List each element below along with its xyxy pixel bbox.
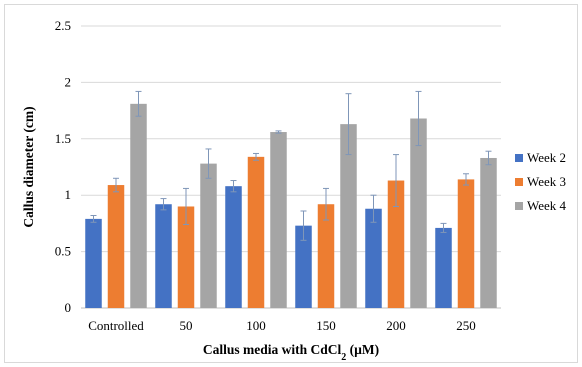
bar-week-3 [457,179,475,308]
y-tick-label: 1.5 [55,131,71,146]
legend-label: Week 4 [527,198,567,213]
error-bar [323,187,329,221]
y-axis-title: Callus diameter (cm) [21,106,36,227]
y-tick-label: 0 [65,300,72,315]
error-bar [370,194,377,223]
x-tick-label: 150 [316,318,336,333]
legend-label: Week 2 [527,150,566,165]
bar-week-3 [177,206,195,308]
error-bar [393,154,399,207]
x-tick-label: 100 [246,318,266,333]
error-bar [345,93,352,156]
x-tick-label: 50 [180,318,193,333]
bar-week-2 [85,218,102,308]
bar-week-3 [107,185,125,308]
error-bar [253,152,259,161]
error-bars [90,90,492,241]
x-tick-label: 250 [456,318,476,333]
x-tick-label: 200 [386,318,406,333]
error-bar [113,177,119,193]
legend-item: Week 4 [515,198,567,213]
error-bar [183,187,189,226]
bar-week-4 [200,163,217,308]
bars [85,103,497,308]
error-bar [90,215,97,223]
y-tick-label: 0.5 [55,244,71,259]
x-axis-title-subscript: 2 [341,352,346,363]
legend-swatch [515,154,523,162]
x-axis-title: Callus media with CdCl2 (µM) [203,342,379,363]
bar-week-3 [387,180,405,308]
bar-week-2 [295,225,312,308]
legend-item: Week 2 [515,150,566,165]
legend-swatch [515,178,523,186]
gridlines [81,25,501,253]
x-axis-title-main: Callus media with CdCl [203,342,342,357]
legend-item: Week 3 [515,174,566,189]
legend-swatch [515,202,523,210]
x-tick-label: Controlled [88,318,144,333]
y-tick-label: 2.5 [55,18,71,33]
error-bar [485,150,492,166]
bar-week-2 [365,208,382,308]
bar-week-4 [410,118,427,308]
bar-week-4 [480,157,497,308]
bar-week-2 [155,204,172,308]
error-bar [275,130,282,134]
error-bar [300,210,307,241]
bar-week-2 [435,227,452,308]
error-bar [160,198,167,211]
bar-week-3 [317,204,335,308]
chart-frame: 0 0.5 1 1.5 2 2.5 Controlled 50 100 150 200 250 Wee… [4,4,578,363]
bar-week-4 [340,124,357,308]
bar-week-2 [225,186,242,308]
bar-chart: 0 0.5 1 1.5 2 2.5 Controlled 50 100 150 200 250 Wee… [21,18,567,363]
tick-labels: 0 0.5 1 1.5 2 2.5 Controlled 50 100 150 200 250 [55,18,476,333]
error-bar [463,173,469,186]
error-bar [415,90,422,147]
y-tick-label: 1 [65,187,72,202]
bar-week-3 [247,156,265,308]
error-bar [440,222,447,233]
bar-week-4 [130,103,147,308]
y-tick-label: 2 [65,74,72,89]
error-bar [135,90,142,117]
legend-label: Week 3 [527,174,566,189]
error-bar [205,148,212,179]
bar-week-4 [270,132,287,308]
error-bar [230,180,237,193]
x-axis-title-tail: (µM) [346,342,379,357]
legend: Week 2 Week 3 Week 4 [515,150,567,213]
